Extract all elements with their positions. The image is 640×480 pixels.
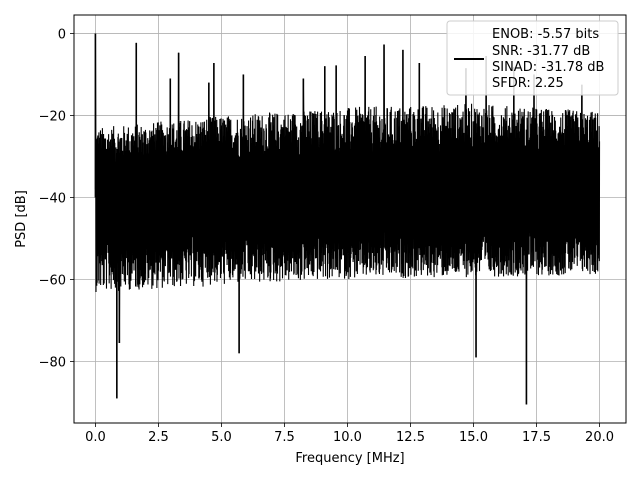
x-axis-label: Frequency [MHz] [295, 451, 404, 466]
x-tick-label: 12.5 [396, 430, 425, 445]
y-tick-label: −40 [39, 191, 66, 206]
y-tick-label: −80 [39, 355, 66, 370]
x-tick-label: 20.0 [585, 430, 614, 445]
legend-sinad: SINAD: -31.78 dB [492, 60, 604, 75]
x-tick-label: 15.0 [459, 430, 488, 445]
legend-snr: SNR: -31.77 dB [492, 44, 590, 59]
x-tick-label: 7.5 [274, 430, 295, 445]
y-tick-label: −60 [39, 273, 66, 288]
x-tick-label: 2.5 [148, 430, 169, 445]
legend-sfdr: SFDR: 2.25 [492, 76, 564, 91]
x-axis-ticks: 0.0 2.5 5.0 7.5 10.0 12.5 15.0 17.5 20.0 [85, 423, 614, 445]
x-tick-label: 5.0 [211, 430, 232, 445]
legend-box [446, 20, 619, 96]
psd-series-line [94, 33, 601, 405]
y-tick-label: 0 [58, 27, 66, 42]
x-tick-label: 0.0 [85, 430, 106, 445]
y-axis-label: PSD [dB] [14, 190, 29, 248]
series-layer [94, 33, 601, 405]
x-tick-label: 10.0 [333, 430, 362, 445]
plot-frame [73, 14, 627, 424]
y-tick-label: −20 [39, 109, 66, 124]
x-tick-label: 17.5 [522, 430, 551, 445]
legend-enob: ENOB: -5.57 bits [492, 27, 599, 42]
legend: ENOB: -5.57 bits SNR: -31.77 dB SINAD: -… [446, 20, 619, 96]
y-axis-ticks: 0 −20 −40 −60 −80 [39, 27, 74, 370]
